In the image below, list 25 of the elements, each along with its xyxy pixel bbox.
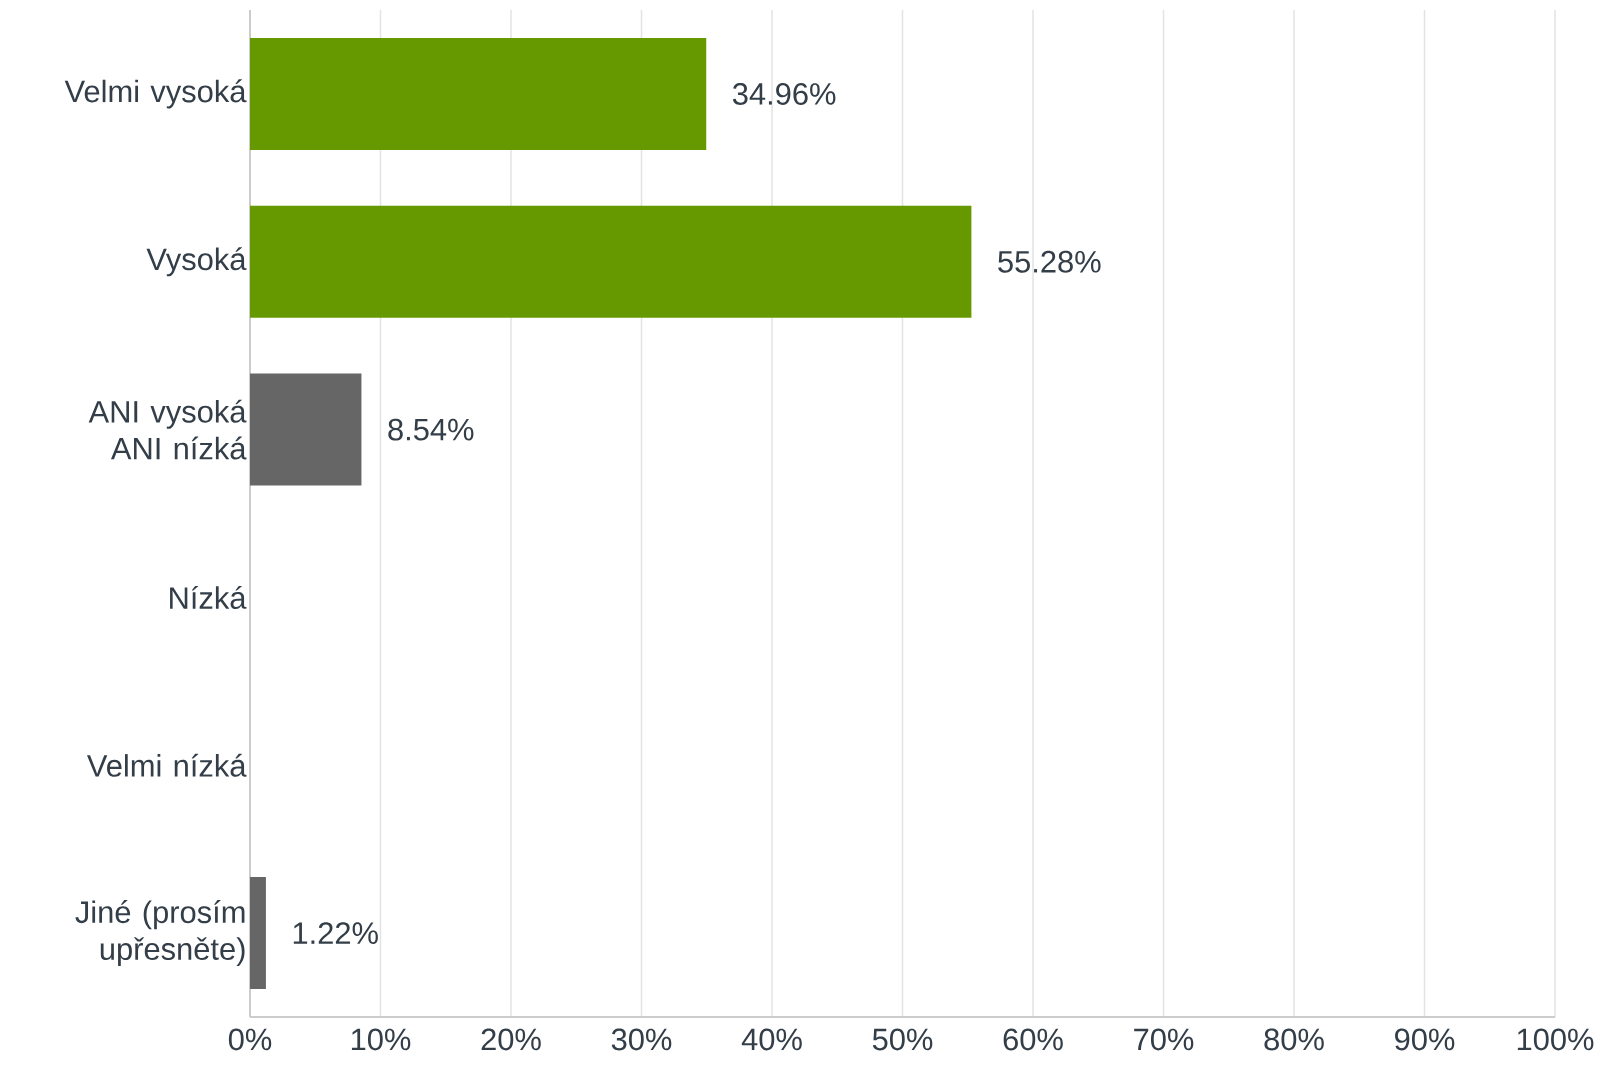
x-tick-label: 40% <box>741 1028 802 1051</box>
x-tick-label: 60% <box>1003 1028 1063 1051</box>
y-tick-label: Nízká <box>170 585 247 609</box>
bar <box>250 373 362 486</box>
x-tick-label: 80% <box>1264 1028 1324 1051</box>
x-tick-label: 100% <box>1517 1028 1594 1051</box>
x-tick-label: 90% <box>1395 1028 1455 1051</box>
x-tick-label: 70% <box>1134 1028 1194 1051</box>
bar <box>250 877 266 990</box>
y-tick-label: ANI vysoká ANI nízká <box>88 399 247 460</box>
x-tick-label: 10% <box>351 1028 411 1051</box>
x-tick-label: 30% <box>611 1028 672 1051</box>
data-label: 8.54% <box>388 418 474 441</box>
y-tick-label: Velmi vysoká <box>64 79 247 109</box>
bar <box>250 37 707 150</box>
x-tick-label: 0% <box>228 1028 272 1051</box>
data-label: 55.28% <box>998 250 1101 273</box>
data-label: 34.96% <box>732 83 836 105</box>
data-label: 1.22% <box>293 922 378 944</box>
x-tick-label: 20% <box>481 1028 541 1051</box>
x-tick-label: 50% <box>872 1028 933 1051</box>
y-tick-label: Vysoká <box>146 247 247 277</box>
y-tick-label: Velmi nízká <box>86 753 247 777</box>
bar <box>250 205 972 318</box>
y-tick-label: Jiné (prosím upřesněte) <box>75 900 245 967</box>
